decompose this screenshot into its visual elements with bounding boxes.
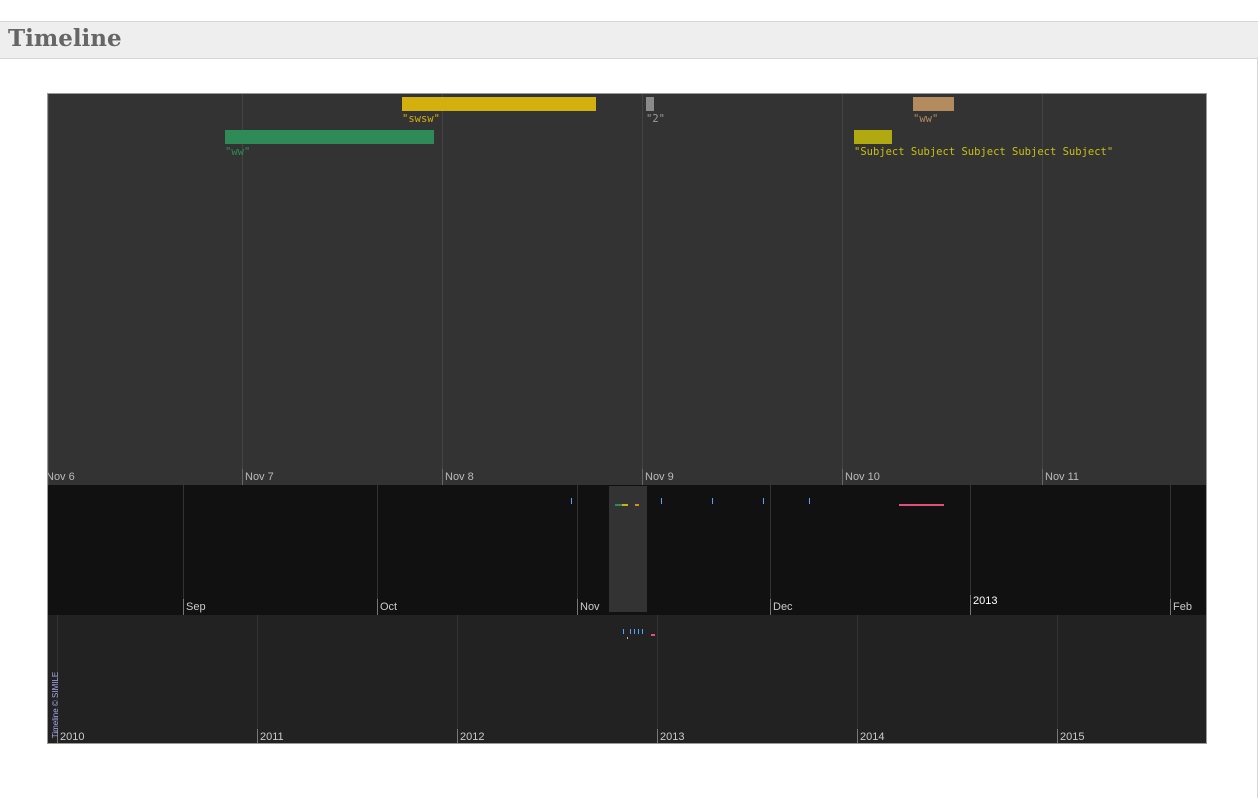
month-grid-line <box>577 485 578 615</box>
year-grid-line <box>457 615 458 743</box>
timeline-widget[interactable]: Nov 6 Nov 7 Nov 8 Nov 9 Nov 10 Nov 11 "s… <box>47 93 1207 744</box>
month-tick <box>1170 599 1171 615</box>
day-tick <box>642 469 643 485</box>
right-border <box>1257 57 1258 798</box>
month-grid-line <box>770 485 771 615</box>
visible-range-highlight[interactable] <box>609 486 647 612</box>
year-grid-line <box>657 615 658 743</box>
month-band[interactable]: Sep Oct Nov Dec 2013 Feb <box>48 485 1206 615</box>
event-tick-mark <box>638 629 639 634</box>
month-tick <box>183 599 184 615</box>
day-tick <box>1042 469 1043 485</box>
event-range-mark <box>651 634 655 636</box>
month-tick <box>770 599 771 615</box>
day-tick <box>442 469 443 485</box>
year-label: 2015 <box>1060 731 1085 743</box>
month-label: Dec <box>773 601 793 613</box>
year-grid-line <box>57 615 58 743</box>
event-bar-ww-green[interactable] <box>225 130 434 144</box>
year-tick <box>857 729 858 743</box>
event-tick-mark <box>809 498 810 504</box>
year-label: 2012 <box>460 731 485 743</box>
event-range-mark <box>899 504 944 506</box>
event-tick-mark <box>634 629 635 634</box>
day-grid-line <box>642 94 643 485</box>
event-tick-mark <box>627 637 628 639</box>
month-grid-line <box>970 485 971 615</box>
month-label: 2013 <box>973 595 998 607</box>
year-tick <box>457 729 458 743</box>
page-header: Timeline <box>0 21 1258 59</box>
year-tick <box>657 729 658 743</box>
day-grid-line <box>242 94 243 485</box>
year-label: 2010 <box>60 731 85 743</box>
day-label: Nov 8 <box>445 471 474 483</box>
credit-text[interactable]: Timeline © SIMILE <box>51 671 60 739</box>
month-grid-line <box>377 485 378 615</box>
month-label: Oct <box>380 601 398 613</box>
month-tick <box>970 595 971 615</box>
month-grid-line <box>1170 485 1171 615</box>
event-label-2[interactable]: "2" <box>646 113 665 125</box>
year-band[interactable]: 2010 2011 2012 2013 2014 2015 <box>48 615 1206 743</box>
year-grid-line <box>257 615 258 743</box>
day-grid-line <box>48 94 49 485</box>
year-tick <box>57 729 58 743</box>
month-grid-line <box>183 485 184 615</box>
month-label: Feb <box>1173 601 1192 613</box>
simile-credit[interactable]: Timeline © SIMILE <box>50 666 60 743</box>
day-grid-line <box>1042 94 1043 485</box>
day-tick <box>842 469 843 485</box>
event-label-subject[interactable]: "Subject Subject Subject Subject Subject… <box>854 146 1114 158</box>
month-tick <box>377 599 378 615</box>
event-label-swsw[interactable]: "swsw" <box>402 113 440 125</box>
day-grid-line <box>842 94 843 485</box>
event-bar-ww-brown[interactable] <box>913 97 954 111</box>
event-bar-subject[interactable] <box>854 130 892 144</box>
year-grid-line <box>857 615 858 743</box>
event-range-mark <box>635 504 639 506</box>
year-grid-line <box>1057 615 1058 743</box>
event-label-ww-green[interactable]: "ww" <box>225 146 251 158</box>
month-tick <box>577 599 578 615</box>
event-tick-mark <box>712 498 713 504</box>
month-label: Nov <box>580 601 600 613</box>
day-label: Nov 11 <box>1045 471 1080 483</box>
event-bar-2[interactable] <box>646 97 654 111</box>
day-tick <box>242 469 243 485</box>
day-label: Nov 6 <box>48 471 75 483</box>
event-tick-mark <box>642 629 643 634</box>
event-tick-mark <box>661 498 662 504</box>
event-range-mark <box>615 504 625 506</box>
event-tick-mark <box>630 629 631 634</box>
event-tick-mark <box>623 629 624 634</box>
year-label: 2011 <box>260 731 284 743</box>
day-label: Nov 7 <box>245 471 274 483</box>
year-label: 2014 <box>860 731 885 743</box>
event-tick-mark <box>763 498 764 504</box>
page-title: Timeline <box>8 25 122 52</box>
event-range-mark <box>622 504 628 506</box>
day-label: Nov 10 <box>845 471 880 483</box>
month-label: Sep <box>186 601 206 613</box>
event-tick-mark <box>571 498 572 504</box>
year-label: 2013 <box>660 731 685 743</box>
event-label-ww-brown[interactable]: "ww" <box>913 113 939 125</box>
day-label: Nov 9 <box>645 471 674 483</box>
year-tick <box>257 729 258 743</box>
detail-band[interactable]: Nov 6 Nov 7 Nov 8 Nov 9 Nov 10 Nov 11 "s… <box>48 94 1206 485</box>
event-bar-swsw[interactable] <box>402 97 596 111</box>
day-grid-line <box>442 94 443 485</box>
year-tick <box>1057 729 1058 743</box>
